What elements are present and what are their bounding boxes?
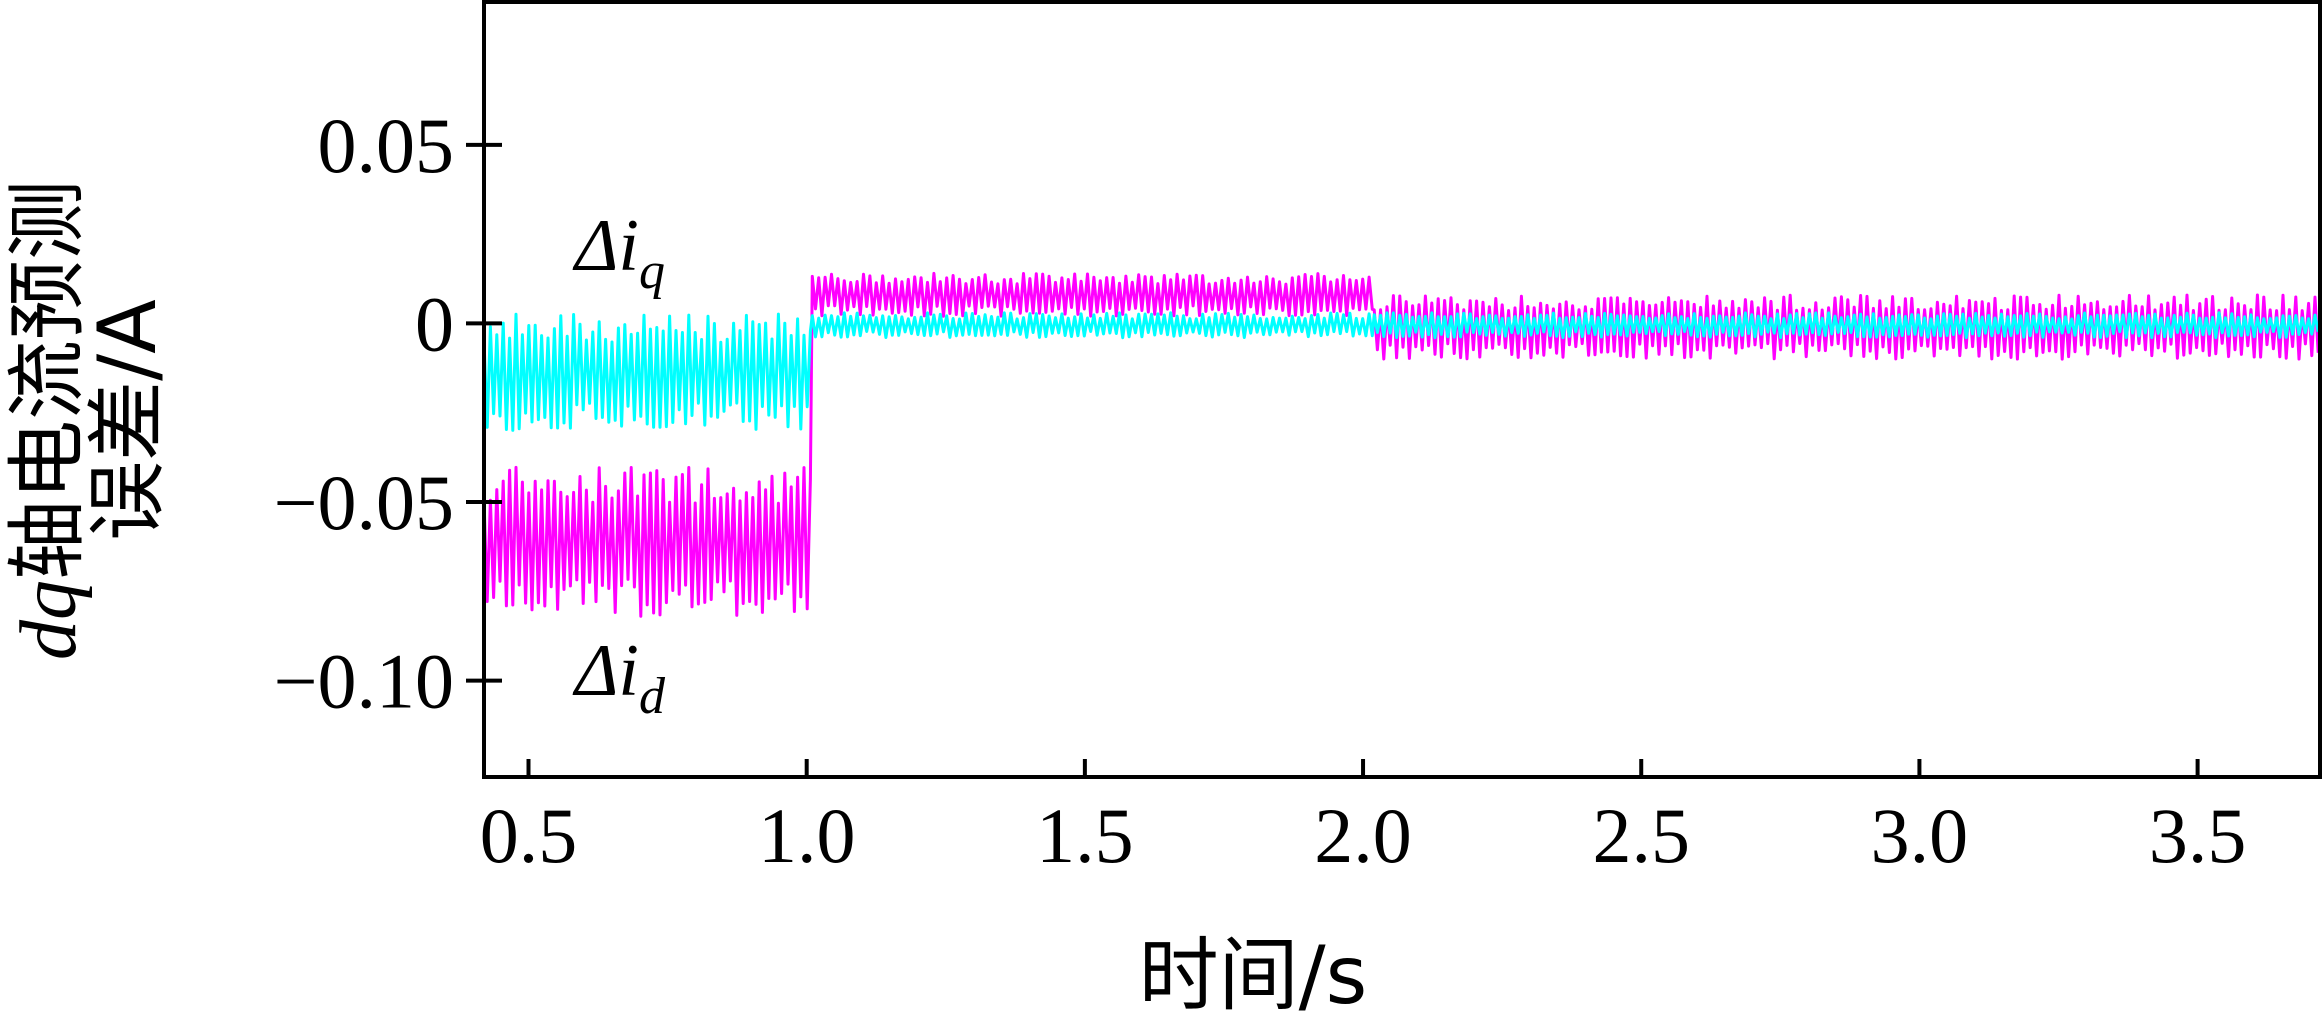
y-tick-label: 0	[415, 280, 454, 367]
x-tick-label: 2.0	[1314, 792, 1412, 879]
y-tick-label: 0.05	[318, 102, 455, 189]
y-tick-label: −0.10	[274, 638, 455, 725]
x-tick-label: 0.5	[480, 792, 578, 879]
series-line-1	[482, 311, 2320, 432]
ticks-layer: 0.5 1.0 1.5 2.0 2.5 3.0 3.5 0.05 0 −0.05 −0.10	[274, 102, 2247, 879]
annotation-delta-iq: Δiq	[572, 205, 665, 300]
y-axis-label: dq轴电流预测 误差/A	[1, 180, 174, 660]
x-tick-label: 3.5	[2149, 792, 2247, 879]
annotation-delta-iq-sub: q	[639, 243, 665, 300]
annotation-delta-iq-base: Δi	[572, 205, 639, 287]
x-tick-label: 2.5	[1592, 792, 1690, 879]
series-line-0	[482, 271, 2320, 618]
series-layer	[482, 271, 2320, 618]
annotation-delta-id-base: Δi	[572, 630, 639, 712]
x-tick-label: 1.0	[758, 792, 856, 879]
y-axis-label-line2: 误差/A	[81, 299, 174, 541]
plot-frame	[482, 0, 2322, 779]
x-axis-label: 时间/s	[1139, 929, 1368, 1022]
x-tick-label: 1.5	[1036, 792, 1134, 879]
annotation-delta-id: Δid	[572, 630, 666, 725]
svg-text:dq轴电流预测: dq轴电流预测	[1, 180, 94, 660]
x-tick-label: 3.0	[1871, 792, 1969, 879]
y-tick-label: −0.05	[274, 459, 455, 546]
y-axis-label-line1: 轴电流预测	[1, 180, 94, 580]
annotation-delta-id-sub: d	[639, 668, 666, 725]
y-axis-label-prefix: dq	[5, 580, 93, 660]
